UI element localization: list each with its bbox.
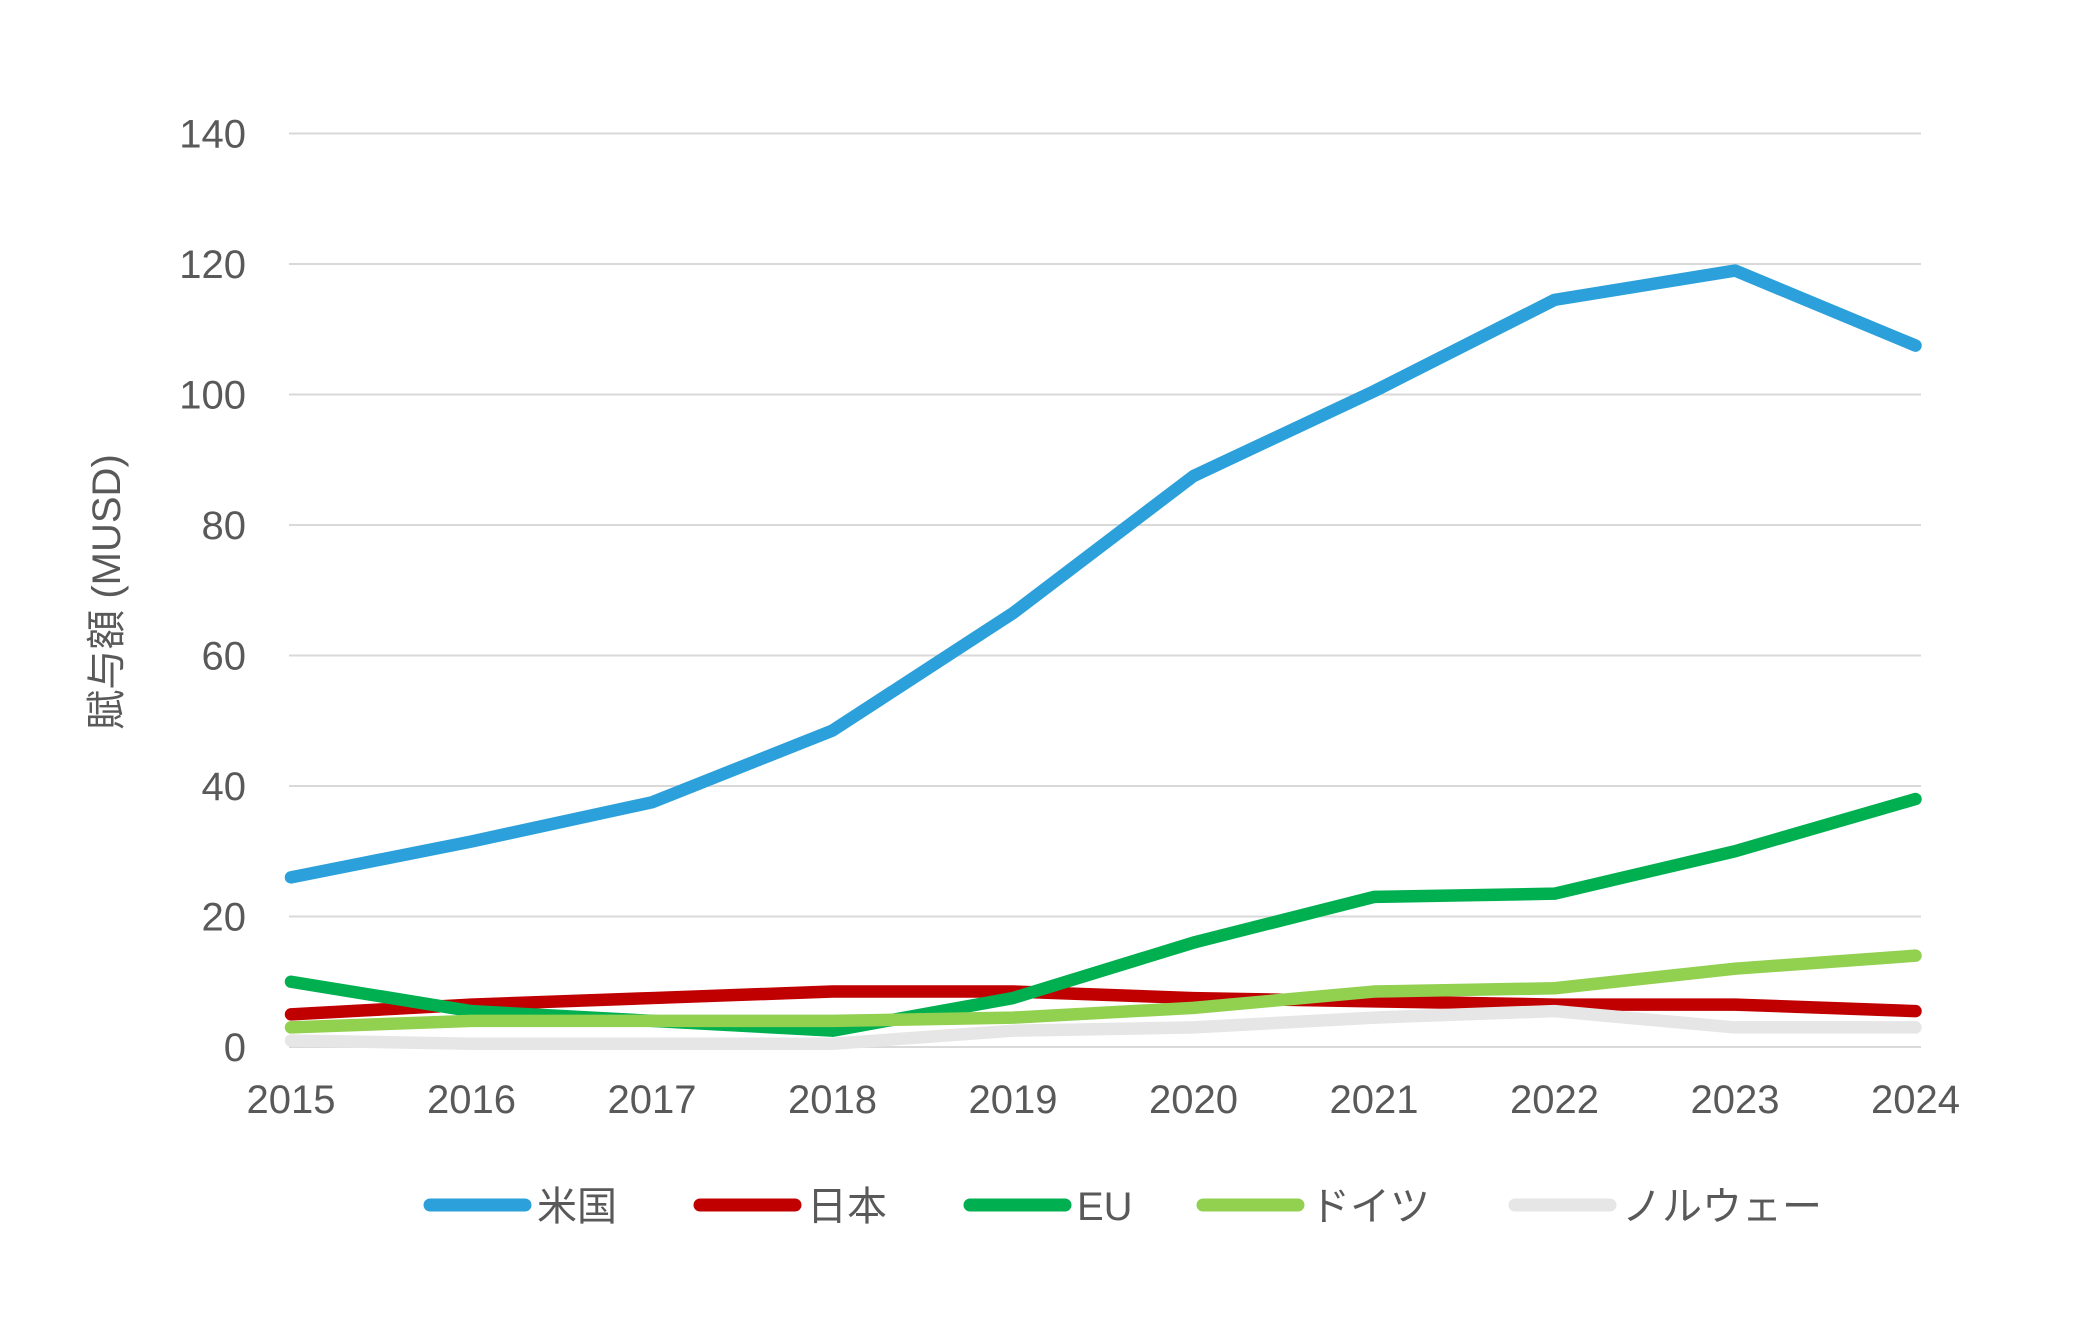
legend-item-eu: EU <box>963 1185 1133 1229</box>
legend-item-germany: ドイツ <box>1196 1185 1430 1229</box>
y-tick-label-60: 60 <box>202 635 247 679</box>
x-tick-label-2024: 2024 <box>1871 1078 1960 1122</box>
legend-item-norway: ノルウェー <box>1508 1185 1822 1229</box>
y-axis-title: 賦与額 (MUSD) <box>85 454 129 730</box>
series-line-japan <box>284 985 1922 1021</box>
x-tick-label-2018: 2018 <box>788 1078 877 1122</box>
series-line-usa <box>284 264 1922 884</box>
x-tick-label-2019: 2019 <box>969 1078 1058 1122</box>
x-tick-label-2015: 2015 <box>247 1078 336 1122</box>
series-line-norway <box>284 1004 1922 1050</box>
x-tick-label-2017: 2017 <box>608 1078 697 1122</box>
y-tick-label-40: 40 <box>202 765 247 809</box>
y-tick-label-100: 100 <box>179 374 246 418</box>
x-axis-tick-labels: 2015 2016 2017 2018 2019 2020 2021 2022 2023 2024 <box>247 1078 1960 1122</box>
legend-label-japan: 日本 <box>807 1185 887 1229</box>
legend: 米国 日本 EU ドイツ ノルウェー <box>423 1185 1822 1229</box>
legend-label-germany: ドイツ <box>1310 1185 1430 1229</box>
y-axis-tick-labels: 0 20 40 60 80 100 120 140 <box>179 113 246 1071</box>
y-tick-label-80: 80 <box>202 504 247 548</box>
y-tick-label-20: 20 <box>202 896 247 940</box>
gridlines <box>289 132 1921 1048</box>
series-lines <box>284 264 1922 1050</box>
series-line-germany <box>284 949 1922 1034</box>
x-tick-label-2022: 2022 <box>1510 1078 1599 1122</box>
y-tick-label-0: 0 <box>224 1026 246 1070</box>
legend-label-norway: ノルウェー <box>1622 1185 1822 1229</box>
legend-label-usa: 米国 <box>537 1185 617 1229</box>
legend-label-eu: EU <box>1077 1185 1133 1229</box>
x-tick-label-2021: 2021 <box>1330 1078 1419 1122</box>
y-tick-label-120: 120 <box>179 243 246 287</box>
legend-item-usa: 米国 <box>423 1185 617 1229</box>
x-tick-label-2023: 2023 <box>1691 1078 1780 1122</box>
y-tick-label-140: 140 <box>179 113 246 157</box>
legend-item-japan: 日本 <box>693 1185 887 1229</box>
x-tick-label-2016: 2016 <box>427 1078 516 1122</box>
x-tick-label-2020: 2020 <box>1149 1078 1238 1122</box>
